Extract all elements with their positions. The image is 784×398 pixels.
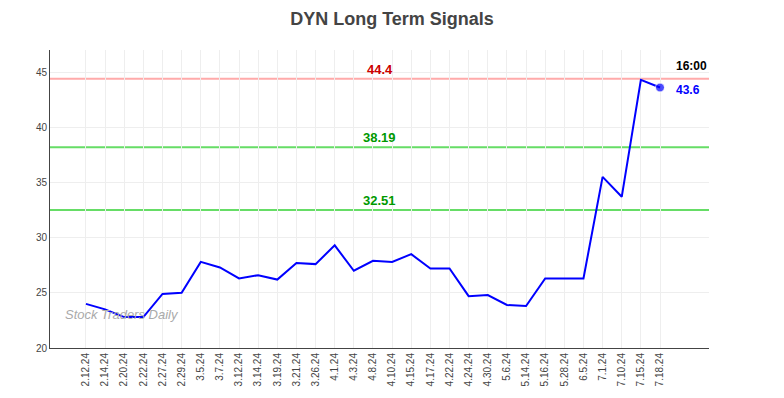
svg-text:DYN Long Term Signals: DYN Long Term Signals [290,9,494,29]
svg-text:2.12.24: 2.12.24 [80,353,91,387]
svg-text:7.18.24: 7.18.24 [654,353,665,387]
svg-text:2.27.24: 2.27.24 [157,353,168,387]
svg-text:38.19: 38.19 [363,130,396,145]
svg-text:3.21.24: 3.21.24 [291,353,302,387]
svg-text:3.7.24: 3.7.24 [214,353,225,381]
svg-text:16:00: 16:00 [676,59,707,73]
svg-text:3.12.24: 3.12.24 [233,353,244,387]
svg-text:4.3.24: 4.3.24 [348,353,359,381]
svg-text:4.1.24: 4.1.24 [329,353,340,381]
svg-text:40: 40 [36,122,48,133]
svg-text:Stock Traders Daily: Stock Traders Daily [65,307,179,322]
svg-text:5.14.24: 5.14.24 [520,353,531,387]
svg-text:3.5.24: 3.5.24 [195,353,206,381]
svg-text:4.15.24: 4.15.24 [405,353,416,387]
svg-text:25: 25 [36,287,48,298]
svg-text:4.30.24: 4.30.24 [482,353,493,387]
svg-text:2.14.24: 2.14.24 [99,353,110,387]
svg-text:2.20.24: 2.20.24 [118,353,129,387]
svg-text:4.22.24: 4.22.24 [444,353,455,387]
svg-text:3.19.24: 3.19.24 [272,353,283,387]
svg-text:4.17.24: 4.17.24 [425,353,436,387]
svg-text:4.24.24: 4.24.24 [463,353,474,387]
svg-text:7.1.24: 7.1.24 [597,353,608,381]
svg-text:30: 30 [36,232,48,243]
svg-text:43.6: 43.6 [676,83,700,97]
svg-text:35: 35 [36,177,48,188]
svg-text:2.22.24: 2.22.24 [138,353,149,387]
svg-text:7.15.24: 7.15.24 [635,353,646,387]
svg-text:3.26.24: 3.26.24 [310,353,321,387]
svg-text:7.10.24: 7.10.24 [616,353,627,387]
svg-text:44.4: 44.4 [367,62,393,77]
svg-text:32.51: 32.51 [363,193,396,208]
svg-text:5.6.24: 5.6.24 [501,353,512,381]
svg-text:5.28.24: 5.28.24 [559,353,570,387]
svg-text:4.8.24: 4.8.24 [367,353,378,381]
svg-text:3.14.24: 3.14.24 [252,353,263,387]
svg-text:5.16.24: 5.16.24 [539,353,550,387]
svg-text:4.10.24: 4.10.24 [386,353,397,387]
svg-text:6.5.24: 6.5.24 [578,353,589,381]
svg-text:2.29.24: 2.29.24 [176,353,187,387]
svg-text:20: 20 [36,343,48,354]
svg-text:45: 45 [36,67,48,78]
